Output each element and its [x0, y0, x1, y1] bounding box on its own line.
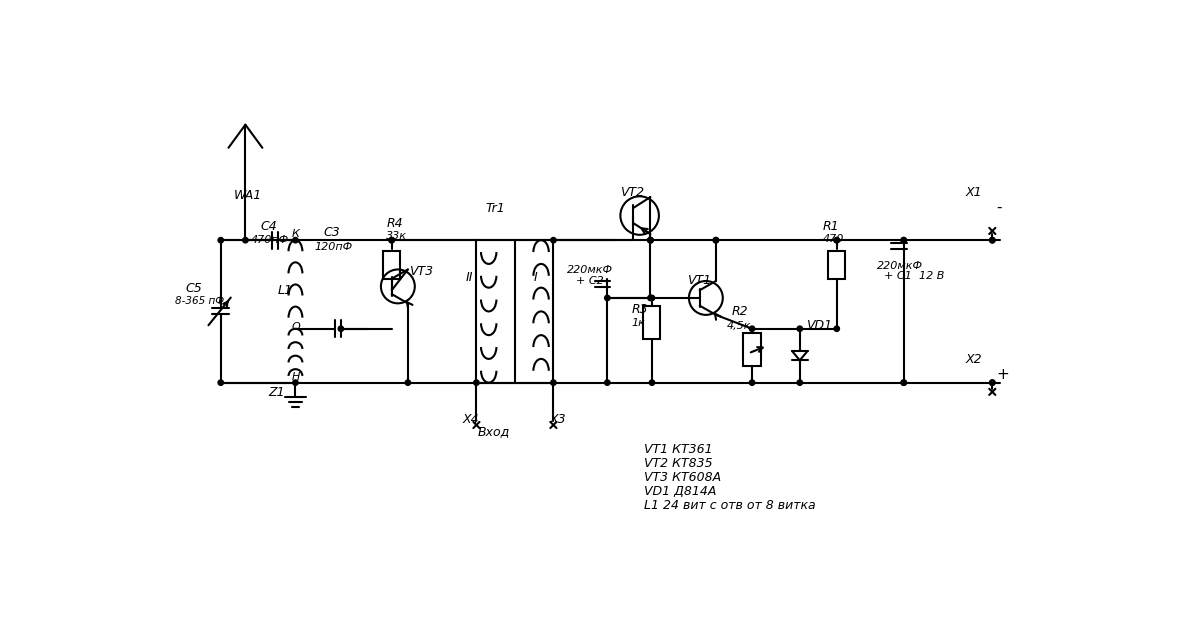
Circle shape [649, 380, 655, 386]
Text: 120пФ: 120пФ [314, 242, 353, 252]
Circle shape [990, 238, 995, 243]
Circle shape [834, 238, 840, 243]
Circle shape [389, 238, 395, 243]
Circle shape [648, 295, 653, 300]
Circle shape [797, 380, 803, 386]
Bar [383, 251, 400, 279]
Text: 1к: 1к [632, 318, 646, 328]
Text: VD1 Д814А: VD1 Д814А [644, 485, 716, 498]
Text: +: + [996, 367, 1009, 382]
Text: 4,5к: 4,5к [727, 321, 751, 331]
Text: VT3 КТ608А: VT3 КТ608А [644, 471, 721, 484]
Text: VD1: VD1 [806, 318, 832, 332]
Text: 470пФ: 470пФ [251, 235, 289, 245]
Circle shape [749, 380, 755, 386]
Circle shape [648, 238, 653, 243]
Circle shape [990, 380, 995, 386]
Circle shape [901, 238, 906, 243]
Text: VT2 КТ835: VT2 КТ835 [644, 457, 713, 470]
Text: + C1: + C1 [884, 271, 912, 282]
Circle shape [990, 238, 995, 243]
Circle shape [218, 380, 223, 386]
Circle shape [834, 326, 840, 332]
Text: C4: C4 [260, 220, 277, 233]
Text: X1: X1 [965, 187, 982, 199]
Circle shape [901, 380, 906, 386]
Text: -: - [996, 200, 1002, 215]
Circle shape [406, 380, 410, 386]
Circle shape [713, 238, 719, 243]
Circle shape [551, 380, 556, 386]
Bar [828, 251, 845, 279]
Text: Tr1: Tr1 [486, 202, 505, 215]
Text: VT1 КТ361: VT1 КТ361 [644, 443, 713, 457]
Text: О: О [292, 322, 300, 332]
Text: C3: C3 [324, 226, 341, 239]
Text: 12 В: 12 В [919, 271, 944, 282]
Text: VT1: VT1 [686, 274, 710, 287]
Circle shape [713, 238, 719, 243]
Text: R1: R1 [823, 220, 840, 233]
Text: I: I [534, 271, 538, 284]
Circle shape [901, 380, 906, 386]
Text: Z1: Z1 [269, 386, 286, 399]
Bar [743, 333, 761, 366]
Text: + C2: + C2 [576, 276, 605, 286]
Text: R3: R3 [632, 304, 648, 317]
Circle shape [648, 238, 653, 243]
Circle shape [474, 380, 479, 386]
Text: 8-365 пФ: 8-365 пФ [174, 296, 223, 306]
Text: 220мкФ: 220мкФ [568, 266, 613, 276]
Text: II: II [466, 271, 473, 284]
Circle shape [605, 380, 610, 386]
Text: К: К [292, 229, 300, 239]
Text: WA1: WA1 [234, 189, 262, 202]
Text: L1 24 вит с отв от 8 витка: L1 24 вит с отв от 8 витка [644, 499, 816, 512]
Bar [643, 307, 660, 339]
Text: VT3: VT3 [409, 265, 433, 278]
Circle shape [797, 326, 803, 332]
Circle shape [293, 238, 298, 243]
Circle shape [649, 295, 655, 300]
Text: 220мкФ: 220мкФ [877, 261, 923, 271]
Circle shape [389, 238, 395, 243]
Text: L1: L1 [277, 284, 293, 297]
Bar [476, 240, 553, 383]
Circle shape [338, 326, 343, 332]
Text: VT2: VT2 [620, 187, 644, 199]
Text: C5: C5 [185, 282, 202, 295]
Text: X2: X2 [965, 353, 982, 366]
Text: Н: Н [292, 371, 300, 381]
Circle shape [218, 238, 223, 243]
Circle shape [749, 326, 755, 332]
Circle shape [605, 295, 610, 300]
Circle shape [648, 238, 653, 243]
Text: 470: 470 [823, 234, 845, 244]
Text: R4: R4 [386, 217, 403, 230]
Text: X3: X3 [550, 412, 566, 425]
Circle shape [293, 380, 298, 386]
Circle shape [990, 380, 995, 386]
Circle shape [242, 238, 248, 243]
Text: X4: X4 [462, 412, 479, 425]
Circle shape [901, 238, 906, 243]
Text: R2: R2 [732, 305, 749, 318]
Circle shape [551, 238, 556, 243]
Circle shape [834, 238, 840, 243]
Text: 33к: 33к [386, 231, 407, 241]
Text: Вход: Вход [478, 425, 510, 438]
